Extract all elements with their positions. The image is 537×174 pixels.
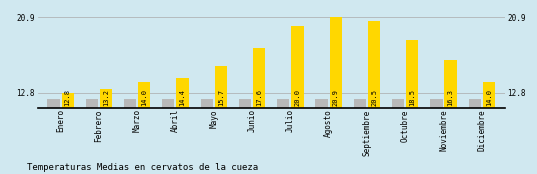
Bar xyxy=(100,89,112,108)
Bar xyxy=(315,100,328,108)
Text: 20.0: 20.0 xyxy=(294,89,300,106)
Text: 20.5: 20.5 xyxy=(371,89,377,106)
Bar xyxy=(392,100,404,108)
Text: 14.0: 14.0 xyxy=(486,89,492,106)
Text: 12.8: 12.8 xyxy=(64,89,71,106)
Bar xyxy=(291,26,303,108)
Bar xyxy=(368,21,380,108)
Text: 14.4: 14.4 xyxy=(179,89,186,106)
Bar xyxy=(85,100,98,108)
Bar xyxy=(430,100,442,108)
Bar xyxy=(215,66,227,108)
Bar xyxy=(469,100,481,108)
Bar xyxy=(162,100,175,108)
Bar xyxy=(354,100,366,108)
Text: Temperaturas Medias en cervatos de la cueza: Temperaturas Medias en cervatos de la cu… xyxy=(27,163,258,172)
Bar xyxy=(124,100,136,108)
Bar xyxy=(253,48,265,108)
Bar xyxy=(138,82,150,108)
Bar xyxy=(277,100,289,108)
Text: 18.5: 18.5 xyxy=(409,89,415,106)
Bar xyxy=(239,100,251,108)
Text: 14.0: 14.0 xyxy=(141,89,147,106)
Bar xyxy=(47,100,60,108)
Bar xyxy=(177,78,188,108)
Bar xyxy=(483,82,495,108)
Bar xyxy=(330,17,342,108)
Bar xyxy=(406,40,418,108)
Bar xyxy=(445,60,457,108)
Text: 16.3: 16.3 xyxy=(448,89,454,106)
Bar xyxy=(62,93,74,108)
Text: 20.9: 20.9 xyxy=(333,89,339,106)
Text: 17.6: 17.6 xyxy=(256,89,262,106)
Text: 13.2: 13.2 xyxy=(103,89,109,106)
Bar xyxy=(200,100,213,108)
Text: 15.7: 15.7 xyxy=(218,89,224,106)
